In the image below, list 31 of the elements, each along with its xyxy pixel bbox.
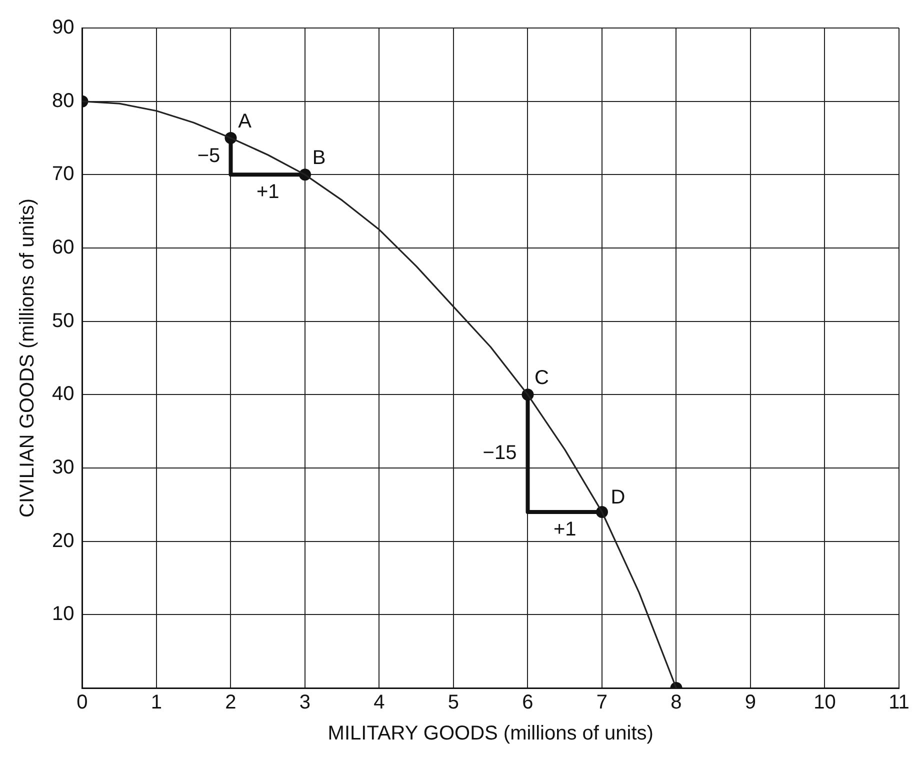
- x-tick-label: 1: [150, 692, 162, 714]
- x-tick-label: 7: [596, 692, 608, 714]
- x-tick-label: 6: [522, 692, 534, 714]
- y-tick-label: 90: [52, 16, 74, 39]
- y-tick-label: 70: [52, 163, 74, 186]
- y-tick-label: 30: [52, 456, 74, 479]
- y-tick-label: 40: [52, 383, 74, 406]
- x-axis-title: MILITARY GOODS (millions of units): [328, 722, 654, 745]
- x-tick-label: 0: [76, 692, 88, 714]
- x-tick-label: 9: [744, 692, 756, 714]
- annotation: −15: [482, 442, 517, 464]
- x-tick-label: 2: [225, 692, 236, 714]
- x-tick-label: 8: [670, 692, 682, 714]
- annotation: +1: [256, 181, 280, 204]
- y-tick-label: 60: [52, 236, 74, 259]
- x-tick-label: 4: [374, 692, 385, 714]
- x-tick-label: 3: [299, 692, 311, 714]
- x-tick-label: 11: [888, 692, 910, 714]
- annotation: +1: [553, 518, 576, 541]
- y-tick-label: 20: [52, 530, 74, 552]
- y-axis-title: CIVILIAN GOODS (millions of units): [16, 198, 39, 518]
- annotation: D: [610, 486, 626, 509]
- x-tick-label: 5: [448, 692, 460, 714]
- y-tick-label: 50: [52, 310, 74, 332]
- annotation: B: [312, 147, 326, 170]
- annotation: −5: [197, 144, 220, 167]
- x-tick-label: 10: [814, 692, 836, 714]
- annotation: A: [238, 110, 252, 133]
- y-tick-label: 80: [52, 90, 74, 112]
- y-tick-label: 10: [52, 603, 74, 626]
- annotation: C: [534, 367, 549, 390]
